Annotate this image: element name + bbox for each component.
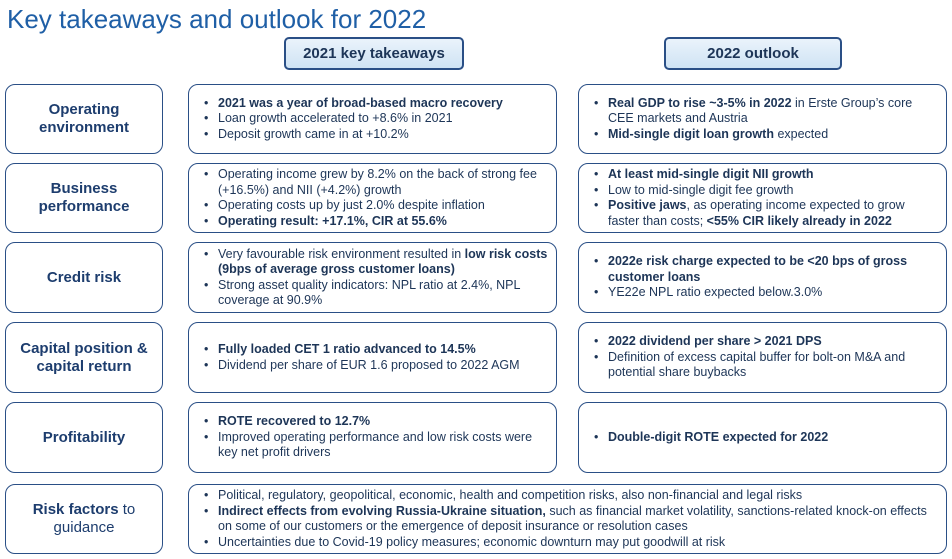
outlook-box-capital-position: 2022 dividend per share > 2021 DPSDefini… <box>578 322 947 393</box>
bullet-item: 2022 dividend per share > 2021 DPS <box>594 334 938 350</box>
bullet-list: ROTE recovered to 12.7%Improved operatin… <box>204 414 548 461</box>
risk-label-text: Risk factors to guidance <box>6 501 162 537</box>
row-label-text: Profitability <box>42 428 126 446</box>
bullet-list: Very favourable risk environment resulte… <box>204 247 548 309</box>
bullet-list: 2022e risk charge expected to be <20 bps… <box>594 254 938 301</box>
bullet-item: Double-digit ROTE expected for 2022 <box>594 430 938 446</box>
outlook-box-operating-environment: Real GDP to rise ~3-5% in 2022 in Erste … <box>578 84 947 154</box>
bullet-text: Definition of excess capital buffer for … <box>608 349 906 380</box>
bullet-text-bold: Fully loaded CET 1 ratio advanced to 14.… <box>218 342 476 356</box>
bullet-text: Strong asset quality indicators: NPL rat… <box>218 277 521 308</box>
bullet-list: 2022 dividend per share > 2021 DPSDefini… <box>594 334 938 381</box>
bullet-item: Positive jaws, as operating income expec… <box>594 198 938 229</box>
bullet-text: Deposit growth came in at +10.2% <box>218 126 409 141</box>
bullet-list: Political, regulatory, geopolitical, eco… <box>204 488 938 550</box>
outlook-box-profitability: Double-digit ROTE expected for 2022 <box>578 402 947 473</box>
bullet-text: Loan growth accelerated to +8.6% in 2021 <box>218 111 453 126</box>
outlook-box-credit-risk: 2022e risk charge expected to be <20 bps… <box>578 242 947 313</box>
bullet-item: Uncertainties due to Covid-19 policy mea… <box>204 535 938 551</box>
bullet-item: 2022e risk charge expected to be <20 bps… <box>594 254 938 285</box>
bullet-item: Fully loaded CET 1 ratio advanced to 14.… <box>204 342 548 358</box>
bullet-text-bold: ROTE recovered to 12.7% <box>218 414 371 429</box>
bullet-text: Political, regulatory, geopolitical, eco… <box>218 488 803 502</box>
bullet-list: Real GDP to rise ~3-5% in 2022 in Erste … <box>594 96 938 143</box>
bullet-text-bold: At least mid-single digit NII growth <box>608 167 814 181</box>
takeaways-box-profitability: ROTE recovered to 12.7%Improved operatin… <box>188 402 557 473</box>
row-label-business-performance: Business performance <box>5 163 163 233</box>
bullet-text: Very favourable risk environment resulte… <box>218 246 465 261</box>
bullet-text-bold: Mid-single digit loan growth <box>608 126 774 141</box>
bullet-text-bold: 2022 dividend per share > 2021 DPS <box>608 334 822 349</box>
bullet-item: Dividend per share of EUR 1.6 proposed t… <box>204 358 548 374</box>
bullet-text: YE22e NPL ratio expected below.3.0% <box>608 285 823 300</box>
bullet-text: , as operating income expected to grow f… <box>608 198 905 228</box>
bullet-item: YE22e NPL ratio expected below.3.0% <box>594 285 938 301</box>
bullet-text-bold: Operating result: +17.1%, CIR at 55.6% <box>218 213 447 228</box>
bullet-text: Low to mid-single digit fee growth <box>608 182 794 197</box>
bullet-item: Operating costs up by just 2.0% despite … <box>204 198 548 214</box>
row-label-risk-factors: Risk factors to guidance <box>5 484 163 554</box>
bullet-item: Political, regulatory, geopolitical, eco… <box>204 488 938 504</box>
row-label-text: Credit risk <box>46 268 122 286</box>
bullet-item: At least mid-single digit NII growth <box>594 167 938 183</box>
row-label-text: Operating environment <box>38 101 129 136</box>
bullet-text-bold: <55% CIR likely already in 2022 <box>706 213 892 228</box>
takeaways-box-capital-position: Fully loaded CET 1 ratio advanced to 14.… <box>188 322 557 393</box>
bullet-list: 2021 was a year of broad-based macro rec… <box>204 96 548 143</box>
column-header-2021: 2021 key takeaways <box>284 37 464 70</box>
bullet-item: Mid-single digit loan growth expected <box>594 127 938 143</box>
takeaways-box-business-performance: Operating income grew by 8.2% on the bac… <box>188 163 557 233</box>
bullet-text: Uncertainties due to Covid-19 policy mea… <box>218 534 726 549</box>
bullet-item: Real GDP to rise ~3-5% in 2022 in Erste … <box>594 96 938 127</box>
bullet-text: in Erste Group’s core CEE markets and Au… <box>608 95 913 126</box>
outlook-box-business-performance: At least mid-single digit NII growthLow … <box>578 163 947 233</box>
bullet-text-bold: 2021 was a year of broad-based macro rec… <box>218 95 503 110</box>
bullet-text: expected <box>773 126 829 141</box>
bullet-item: Very favourable risk environment resulte… <box>204 247 548 278</box>
bullet-text-bold: 2022e risk charge expected to be <20 bps… <box>608 254 908 284</box>
bullet-text: Operating income grew by 8.2% on the bac… <box>218 167 537 197</box>
bullet-text: Operating costs up by just 2.0% despite … <box>218 198 485 212</box>
bullet-text: Improved operating performance and low r… <box>218 429 533 460</box>
bullet-list: Fully loaded CET 1 ratio advanced to 14.… <box>204 342 548 373</box>
bullet-item: Loan growth accelerated to +8.6% in 2021 <box>204 111 548 127</box>
bullet-item: Operating income grew by 8.2% on the bac… <box>204 167 548 198</box>
row-label-credit-risk: Credit risk <box>5 242 163 313</box>
takeaways-box-credit-risk: Very favourable risk environment resulte… <box>188 242 557 313</box>
risk-label-rest: to guidance <box>53 501 136 536</box>
bullet-text: Dividend per share of EUR 1.6 proposed t… <box>218 357 520 372</box>
row-label-capital-position: Capital position & capital return <box>5 322 163 393</box>
bullet-text: such as financial market volatility, san… <box>218 503 927 534</box>
bullet-item: Indirect effects from evolving Russia-Uk… <box>204 504 938 535</box>
bullet-text-bold: Double-digit ROTE expected for 2022 <box>608 429 829 444</box>
bullet-text-bold: Positive jaws <box>608 198 687 212</box>
risk-factors-box: Political, regulatory, geopolitical, eco… <box>188 484 947 554</box>
bullet-text-bold: Real GDP to rise ~3-5% in 2022 <box>608 95 792 110</box>
risk-label-bold: Risk factors <box>32 501 119 518</box>
bullet-text-bold: low risk costs (9bps of average gross cu… <box>218 246 548 277</box>
bullet-item: Low to mid-single digit fee growth <box>594 183 938 199</box>
row-label-profitability: Profitability <box>5 402 163 473</box>
takeaways-box-operating-environment: 2021 was a year of broad-based macro rec… <box>188 84 557 154</box>
bullet-item: 2021 was a year of broad-based macro rec… <box>204 96 548 112</box>
bullet-item: ROTE recovered to 12.7% <box>204 414 548 430</box>
row-label-operating-environment: Operating environment <box>5 84 163 154</box>
row-label-text: Business performance <box>38 180 130 215</box>
column-header-2022: 2022 outlook <box>664 37 842 70</box>
bullet-item: Strong asset quality indicators: NPL rat… <box>204 278 548 309</box>
bullet-item: Improved operating performance and low r… <box>204 430 548 461</box>
bullet-item: Deposit growth came in at +10.2% <box>204 127 548 143</box>
bullet-text-bold: Indirect effects from evolving Russia-Uk… <box>218 503 546 518</box>
bullet-item: Definition of excess capital buffer for … <box>594 350 938 381</box>
bullet-list: Operating income grew by 8.2% on the bac… <box>204 167 548 229</box>
bullet-item: Operating result: +17.1%, CIR at 55.6% <box>204 214 548 230</box>
bullet-list: Double-digit ROTE expected for 2022 <box>594 430 938 446</box>
row-label-text: Capital position & capital return <box>20 339 148 375</box>
page-title: Key takeaways and outlook for 2022 <box>7 4 427 34</box>
bullet-list: At least mid-single digit NII growthLow … <box>594 167 938 229</box>
